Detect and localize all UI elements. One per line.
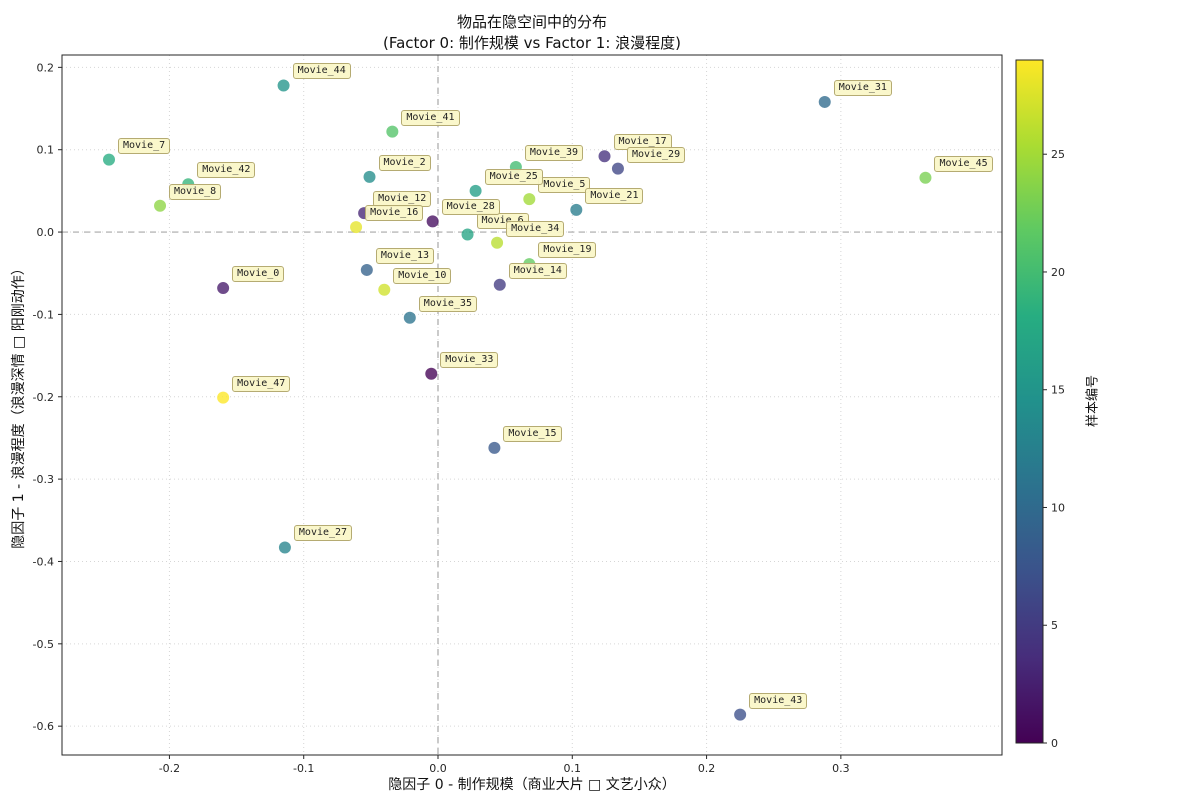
scatter-point	[611, 162, 624, 175]
scatter-point	[461, 228, 474, 241]
y-tick-label: -0.5	[33, 638, 54, 651]
point-label: Movie_19	[538, 242, 597, 259]
scatter-point	[403, 311, 416, 324]
point-label: Movie_35	[418, 295, 477, 312]
grid-lines	[62, 55, 1002, 755]
scatter-point	[277, 79, 290, 92]
colorbar-tick-label: 0	[1051, 737, 1058, 750]
colorbar-tick-label: 25	[1051, 148, 1065, 161]
scatter-point	[360, 263, 373, 276]
scatter-point	[426, 215, 439, 228]
scatter-point	[363, 170, 376, 183]
x-tick-label: 0.0	[429, 762, 447, 775]
point-label: Movie_14	[508, 262, 567, 279]
scatter-point	[217, 391, 230, 404]
point-label: Movie_31	[833, 79, 892, 96]
scatter-point	[154, 199, 167, 212]
colorbar-label: 样本编号	[1085, 374, 1101, 428]
point-label: Movie_42	[197, 162, 256, 179]
plot-frame	[61, 54, 1003, 756]
point-label: Movie_34	[506, 220, 565, 237]
scatter-point	[919, 171, 932, 184]
scatter-point	[493, 278, 506, 291]
x-tick-label: -0.1	[293, 762, 314, 775]
point-label: Movie_33	[440, 351, 499, 368]
scatter-point	[734, 708, 747, 721]
colorbar-gradient	[1015, 59, 1044, 744]
point-label: Movie_43	[749, 692, 808, 709]
scatter-point	[570, 203, 583, 216]
scatter-point	[386, 125, 399, 138]
scatter-point	[378, 283, 391, 296]
point-label: Movie_45	[934, 155, 993, 172]
point-label: Movie_41	[401, 109, 460, 126]
scatter-point	[278, 541, 291, 554]
x-tick-label: 0.1	[564, 762, 582, 775]
scatter-point	[818, 95, 831, 108]
point-label: Movie_16	[365, 205, 424, 222]
scatter-point	[491, 236, 504, 249]
point-label: Movie_2	[378, 154, 431, 171]
axis-ticks: -0.2 -0.1 0.0 0.1 0.2 0.3 0.2 0.1 0.0 -0.1 -0.2 -0.…	[33, 61, 850, 775]
y-tick-label: -0.1	[33, 308, 54, 321]
chart-subtitle: (Factor 0: 制作规模 vs Factor 1: 浪漫程度)	[382, 34, 682, 52]
point-label: Movie_47	[232, 375, 291, 392]
scatter-point	[350, 221, 363, 234]
scatter-point	[598, 150, 611, 163]
point-label: Movie_25	[484, 168, 543, 185]
point-label: Movie_10	[393, 267, 452, 284]
zero-reference-lines	[62, 55, 1002, 755]
scatter-point	[488, 441, 501, 454]
y-tick-label: -0.6	[33, 720, 54, 733]
point-label: Movie_44	[292, 63, 351, 80]
point-label: Movie_15	[503, 425, 562, 442]
y-tick-label: 0.0	[37, 226, 55, 239]
y-axis-label: 隐因子 1 - 浪漫程度（浪漫深情 □ 阳刚动作）	[11, 261, 27, 549]
colorbar: 0 5 10 15 20 25	[1015, 59, 1065, 750]
y-tick-label: -0.4	[33, 555, 54, 568]
scatter-point	[469, 184, 482, 197]
scatter-point	[103, 153, 115, 166]
y-tick-label: -0.2	[33, 391, 54, 404]
point-label: Movie_5	[538, 177, 591, 194]
y-tick-label: 0.1	[37, 144, 55, 157]
x-tick-label: -0.2	[159, 762, 180, 775]
colorbar-tick-label: 5	[1051, 619, 1058, 632]
point-label: Movie_7	[118, 137, 171, 154]
colorbar-tick-label: 10	[1051, 501, 1065, 514]
x-axis-label: 隐因子 0 - 制作规模（商业大片 □ 文艺小众）	[388, 777, 676, 793]
colorbar-tick-label: 15	[1051, 384, 1065, 397]
x-tick-label: 0.2	[698, 762, 716, 775]
point-label: Movie_8	[169, 183, 222, 200]
scatter-point	[523, 193, 536, 206]
chart-title: 物品在隐空间中的分布	[456, 13, 607, 31]
point-label: Movie_21	[585, 187, 644, 204]
x-tick-label: 0.3	[832, 762, 850, 775]
title-block: 物品在隐空间中的分布 (Factor 0: 制作规模 vs Factor 1: …	[62, 12, 1002, 54]
scatter-point	[217, 282, 230, 295]
point-label: Movie_27	[293, 525, 353, 542]
point-label: Movie_28	[441, 199, 500, 216]
colorbar-tick-label: 20	[1051, 266, 1065, 279]
scatter-point	[425, 367, 438, 380]
point-label: Movie_39	[524, 145, 584, 161]
point-label: Movie_0	[232, 266, 285, 283]
point-label: Movie_29	[626, 146, 686, 163]
y-tick-label: 0.2	[37, 61, 55, 74]
y-tick-label: -0.3	[33, 473, 54, 486]
point-label: Movie_13	[375, 247, 434, 264]
